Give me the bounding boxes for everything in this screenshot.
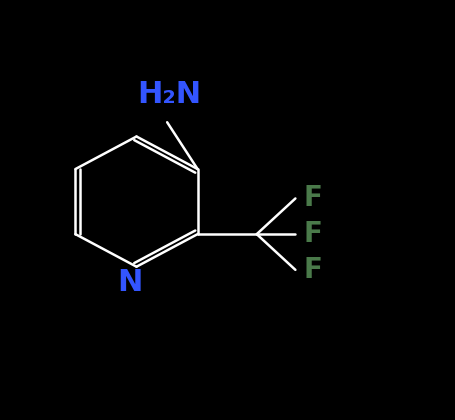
Text: H₂N: H₂N (137, 81, 202, 110)
Text: F: F (303, 220, 323, 248)
Text: N: N (117, 268, 142, 297)
Text: F: F (303, 256, 323, 284)
Text: F: F (303, 184, 323, 213)
